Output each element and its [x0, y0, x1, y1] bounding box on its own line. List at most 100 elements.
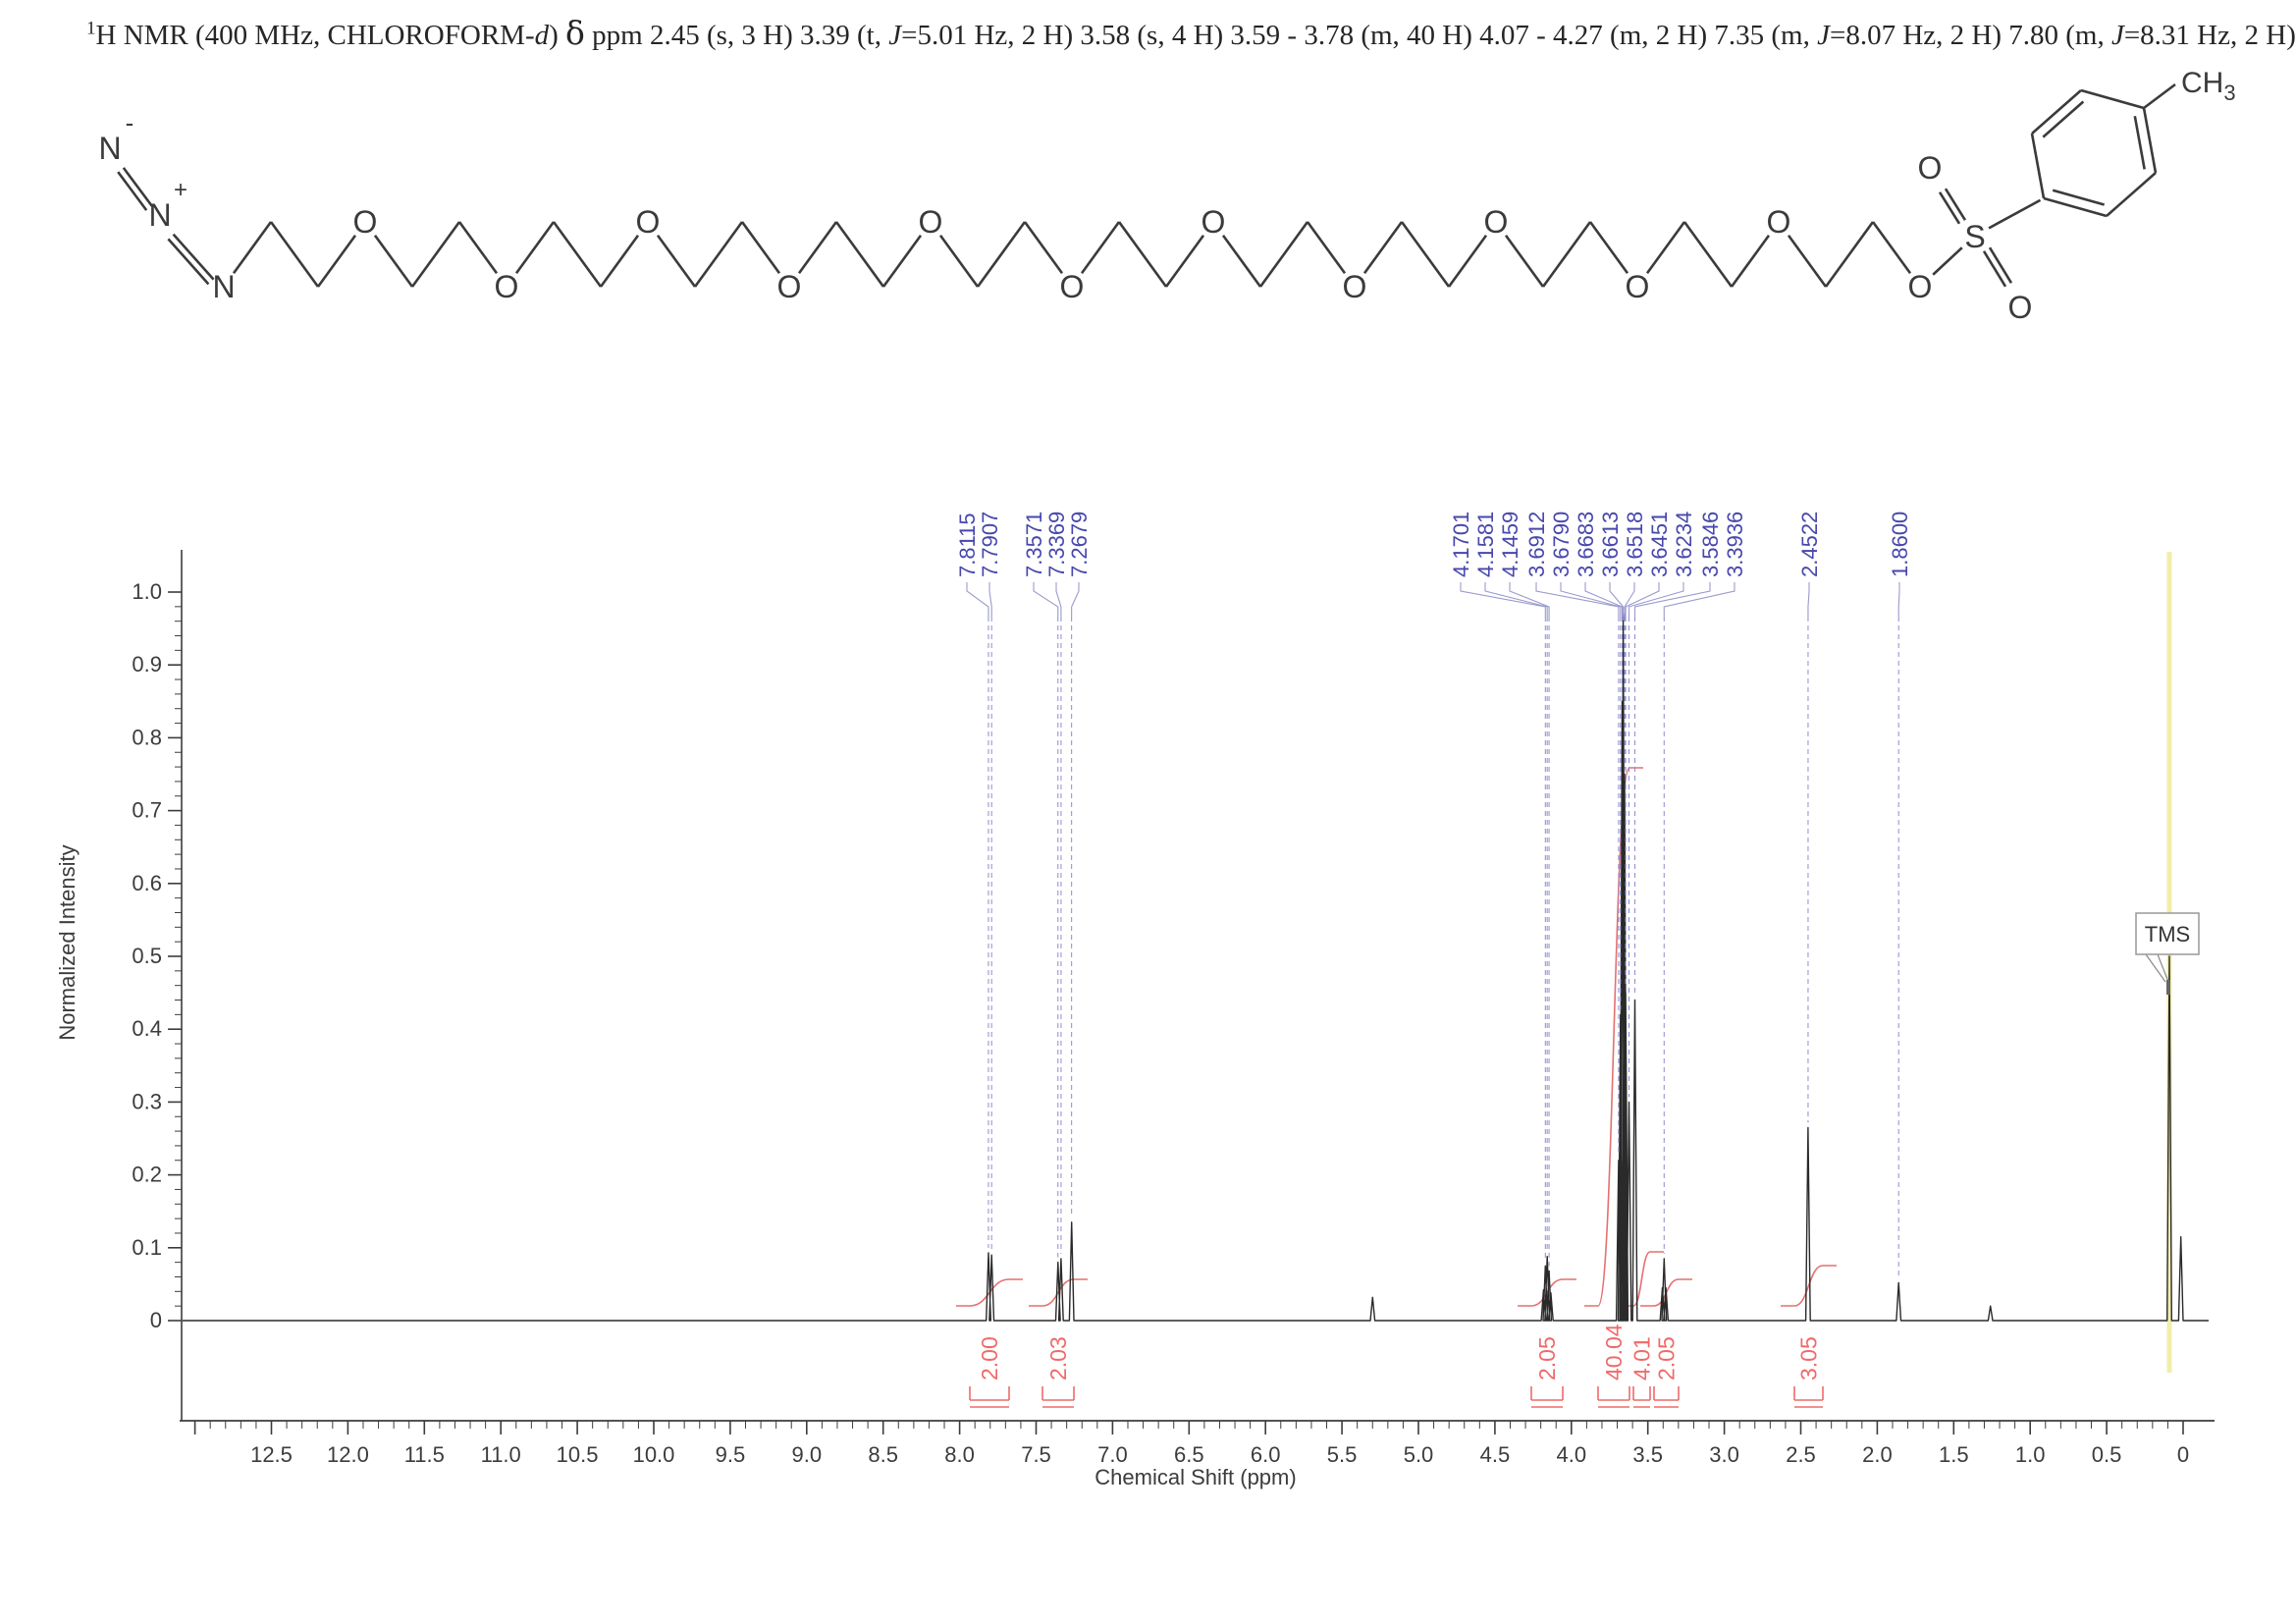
chain-bond	[1824, 221, 1875, 288]
s-o-double-bond	[1988, 246, 2013, 284]
azide-double-bond	[122, 167, 153, 207]
peak-shift-label: 7.3571	[1022, 512, 1046, 577]
peak-shift-label: 4.1459	[1498, 512, 1522, 577]
x-tick-label: 1.0	[2015, 1442, 2046, 1467]
chain-bond	[599, 234, 640, 288]
chain-bond	[656, 234, 697, 288]
title-segment: =8.07 Hz, 2 H) 7.80 (m,	[1829, 20, 2111, 51]
chain-bond	[410, 221, 461, 288]
peak-label-leader	[1609, 582, 1625, 617]
x-tick-label: 2.5	[1786, 1442, 1816, 1467]
peak-shift-label: 7.7907	[978, 512, 1002, 577]
peak-shift-label: 1.8600	[1888, 512, 1912, 577]
ring-bond	[2142, 107, 2158, 174]
chain-bond	[1645, 221, 1686, 275]
chain-bond	[1400, 221, 1451, 288]
x-tick-label: 10.5	[557, 1442, 599, 1467]
plot-axes: 0 0.1 0.2 0.3 0.4 0.5 0.6 0.7 0.8 0.9 1.0 12.5 12.0 1…	[132, 550, 2215, 1467]
ester-oxygen: O	[1908, 269, 1933, 304]
s-ring-bond	[1988, 198, 2042, 230]
title-segment: H NMR (400 MHz, CHLOROFORM-	[95, 20, 535, 51]
x-tick-label: 10.0	[633, 1442, 675, 1467]
y-tick-label: 0.9	[132, 652, 162, 676]
integration-value-label: 2.05	[1534, 1336, 1560, 1380]
peak-label-leader	[1807, 582, 1810, 617]
integral-curve	[1029, 1278, 1088, 1307]
ether-oxygen: O	[353, 204, 378, 240]
title-segment: =5.01 Hz, 2 H) 3.58 (s, 4 H) 3.59 - 3.78…	[901, 20, 1818, 51]
y-tick-label: 1.0	[132, 579, 162, 604]
peak-shift-label: 3.3936	[1723, 512, 1747, 577]
title-segment: 1	[86, 18, 96, 39]
nmr-assignment-text: 1H NMR (400 MHz, CHLOROFORM-d) δ ppm 2.4…	[86, 10, 2296, 57]
x-tick-label: 7.0	[1097, 1442, 1128, 1467]
integral-curve	[1781, 1265, 1837, 1307]
y-tick-label: 0.5	[132, 944, 162, 968]
peak-label-leader	[1897, 582, 1900, 617]
azide-nitrogen: N	[148, 197, 171, 233]
x-tick-label: 8.5	[868, 1442, 898, 1467]
peak-label-leader	[966, 582, 989, 617]
o-s-bond	[1932, 246, 1963, 276]
tms-pointer	[2145, 953, 2166, 983]
s-o-double-bond	[1944, 188, 1967, 221]
peak-shift-label: 3.5846	[1698, 512, 1723, 577]
tms-label-box	[2135, 912, 2200, 955]
chain-bond	[1080, 221, 1121, 275]
ring-bond	[2031, 89, 2082, 135]
chain-bond	[514, 221, 556, 275]
chain-bond	[1023, 221, 1064, 275]
peak-label-leader	[1484, 582, 1548, 617]
peak-shift-label: 4.1701	[1449, 512, 1473, 577]
chain-bond	[740, 221, 781, 275]
azide-nitrogen: N	[98, 131, 121, 166]
integral-curve	[1620, 1251, 1664, 1307]
chain-bond	[552, 221, 603, 288]
title-segment: J	[1817, 20, 1830, 51]
peak-label-leader	[1633, 582, 1711, 617]
peak-label-leader	[1071, 582, 1080, 617]
chain-bond	[976, 221, 1027, 288]
y-tick-label: 0	[150, 1308, 162, 1332]
spectrum-line	[183, 613, 2209, 1322]
ring-bond	[2106, 172, 2157, 217]
y-tick-label: 0.3	[132, 1089, 162, 1113]
ring-inner-bond	[2042, 100, 2085, 138]
ether-oxygen: O	[1201, 204, 1226, 240]
x-axis-title: Chemical Shift (ppm)	[1095, 1465, 1296, 1489]
x-tick-label: 12.5	[250, 1442, 293, 1467]
peak-shift-label: 3.6613	[1598, 512, 1623, 577]
chain-bond	[797, 221, 838, 275]
peak-shift-label: 3.6518	[1623, 512, 1647, 577]
ether-oxygen: O	[1343, 269, 1367, 304]
sulfonyl-oxygen: O	[1918, 150, 1943, 186]
ring-inner-bond	[2052, 189, 2106, 206]
x-tick-label: 6.0	[1251, 1442, 1281, 1467]
title-segment: ppm 2.45 (s, 3 H) 3.39 (t,	[584, 20, 889, 51]
chain-bond	[232, 221, 273, 275]
chain-bond	[881, 234, 923, 288]
peak-label-leader	[1509, 582, 1550, 617]
peak-label-leader	[1628, 582, 1684, 617]
y-axis-title: Normalized Intensity	[55, 844, 80, 1040]
chain-bond	[1787, 234, 1828, 288]
peak-label-leader	[1033, 582, 1059, 617]
x-tick-label: 8.0	[944, 1442, 975, 1467]
chain-bond	[1117, 221, 1168, 288]
peak-shift-label: 2.4522	[1797, 512, 1822, 577]
y-tick-label: 0.8	[132, 725, 162, 749]
ether-oxygen: O	[1484, 204, 1509, 240]
title-segment: =8.31 Hz, 2 H)	[2123, 20, 2296, 51]
peak-label-leader	[1584, 582, 1624, 617]
x-tick-label: 6.5	[1174, 1442, 1204, 1467]
title-segment: J	[888, 20, 902, 51]
peak-shift-label: 3.6451	[1647, 512, 1672, 577]
chain-bond	[1362, 221, 1404, 275]
peak-label-leader	[1055, 582, 1062, 617]
chain-bond	[1221, 234, 1262, 288]
ether-oxygen: O	[1626, 269, 1650, 304]
peak-shift-label: 3.6683	[1574, 512, 1598, 577]
